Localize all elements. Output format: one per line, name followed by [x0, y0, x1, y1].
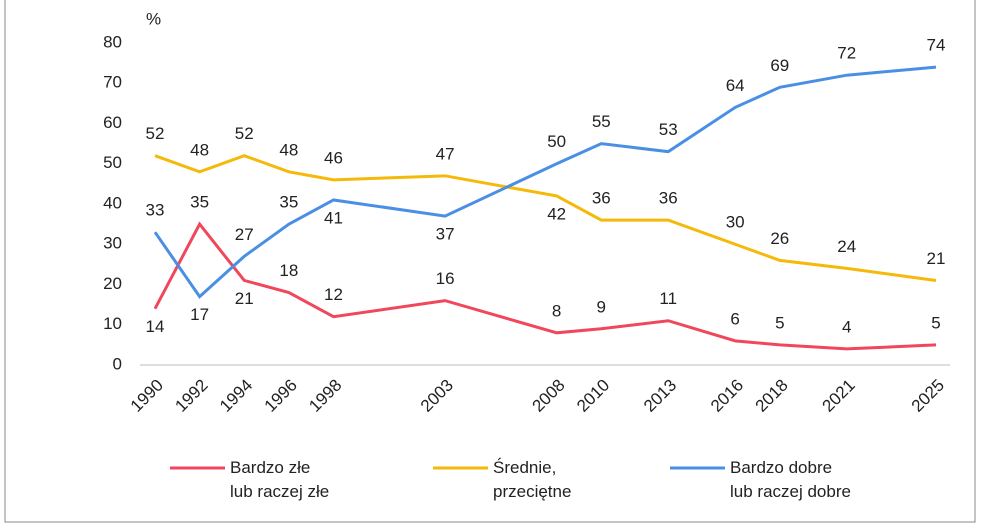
data-label: 42 [547, 204, 566, 223]
data-label: 48 [190, 140, 209, 159]
legend-label: Średnie, przeciętne [493, 458, 572, 501]
data-label: 9 [597, 297, 606, 316]
x-tick-label: 2013 [640, 376, 680, 416]
x-tick-label: 2003 [417, 376, 457, 416]
data-label: 55 [592, 112, 611, 131]
legend-label: Bardzo dobre lub raczej dobre [730, 458, 851, 501]
data-label: 21 [235, 289, 254, 308]
x-tick-label: 2018 [752, 376, 792, 416]
data-label: 8 [552, 301, 561, 320]
y-tick-label: 50 [103, 153, 122, 172]
data-label: 6 [730, 309, 739, 328]
data-label: 33 [146, 201, 165, 220]
x-tick-label: 2025 [908, 376, 948, 416]
legend-label: Bardzo złe lub raczej złe [230, 458, 330, 501]
data-label: 64 [726, 76, 745, 95]
data-label: 53 [659, 120, 678, 139]
data-label: 11 [659, 289, 677, 308]
data-label: 52 [235, 124, 254, 143]
data-label: 14 [146, 317, 165, 336]
series-line [154, 154, 937, 282]
y-tick-label: 70 [103, 73, 122, 92]
series-line [153, 65, 937, 299]
data-label: 16 [436, 269, 455, 288]
x-tick-label: 2008 [528, 376, 568, 416]
data-label: 36 [659, 189, 678, 208]
data-label: 5 [931, 313, 940, 332]
data-label: 69 [770, 56, 789, 75]
data-label: 52 [146, 124, 165, 143]
x-tick-label: 1996 [261, 376, 301, 416]
data-label: 48 [279, 140, 298, 159]
y-tick-label: 60 [103, 113, 122, 132]
data-label: 12 [324, 285, 343, 304]
data-label: 46 [324, 148, 343, 167]
data-label: 30 [726, 213, 745, 232]
data-label: 18 [279, 261, 298, 280]
y-tick-label: 20 [103, 274, 122, 293]
series-line [153, 221, 937, 351]
data-label: 26 [770, 229, 789, 248]
x-tick-label: 2016 [707, 376, 747, 416]
data-label: 35 [279, 193, 298, 212]
data-label: 21 [927, 249, 946, 268]
data-label: 27 [235, 225, 254, 244]
x-tick-label: 1990 [127, 376, 167, 416]
frame [4, 0, 976, 523]
data-label: 35 [190, 193, 209, 212]
y-unit: % [146, 9, 161, 28]
y-tick-label: 10 [103, 314, 122, 333]
data-label: 47 [436, 144, 455, 163]
y-tick-label: 0 [113, 354, 122, 373]
x-tick-label: 1998 [305, 376, 345, 416]
data-label: 74 [927, 36, 946, 55]
data-label: 50 [547, 132, 566, 151]
data-label: 17 [190, 305, 209, 324]
data-label: 36 [592, 189, 611, 208]
data-label: 24 [837, 237, 856, 256]
x-tick-label: 2021 [819, 376, 859, 416]
data-label: 72 [837, 44, 856, 63]
y-tick-label: 30 [103, 234, 122, 253]
x-tick-label: 1994 [216, 376, 256, 416]
y-tick-label: 40 [103, 193, 122, 212]
x-tick-label: 2010 [573, 376, 613, 416]
data-label: 37 [436, 225, 455, 244]
data-label: 41 [324, 208, 343, 227]
data-label: 4 [842, 317, 851, 336]
x-tick-label: 1992 [171, 376, 211, 416]
data-label: 5 [775, 313, 784, 332]
y-tick-label: 80 [103, 32, 122, 51]
